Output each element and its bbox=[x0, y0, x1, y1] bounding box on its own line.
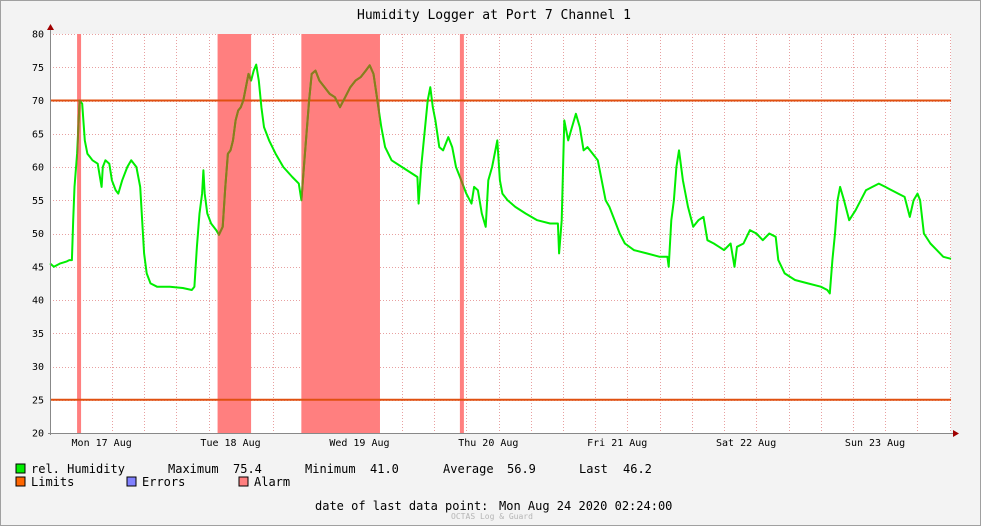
y-tick-label: 40 bbox=[32, 296, 44, 307]
stat-average-label: Average bbox=[443, 462, 494, 476]
legend-alarm-label: Alarm bbox=[254, 475, 290, 489]
y-tick-label: 35 bbox=[32, 329, 44, 340]
stat-maximum-value: 75.4 bbox=[233, 462, 262, 476]
credit-text: OCTAS Log & Guard bbox=[451, 512, 533, 521]
stat-average-value: 56.9 bbox=[507, 462, 536, 476]
legend-alarm-swatch bbox=[238, 476, 249, 487]
legend-limits-swatch bbox=[15, 476, 26, 487]
stat-last-value: 46.2 bbox=[623, 462, 652, 476]
y-tick-label: 25 bbox=[32, 395, 44, 406]
alarm-band-1 bbox=[217, 34, 252, 433]
y-tick-label: 45 bbox=[32, 262, 44, 273]
footer: date of last data point: Mon Aug 24 2020… bbox=[315, 499, 672, 513]
stat-last-label: Last bbox=[579, 462, 608, 476]
last-point-value: Mon Aug 24 2020 02:24:00 bbox=[499, 499, 672, 513]
x-tick-label: Mon 17 Aug bbox=[72, 438, 132, 449]
legend-humidity-swatch bbox=[15, 463, 26, 474]
last-point-label: date of last data point: bbox=[315, 499, 488, 513]
alarm-band-0 bbox=[77, 34, 82, 433]
x-tick-labels: Mon 17 Aug Tue 18 Aug Wed 19 Aug Thu 20 Aug… bbox=[72, 438, 906, 449]
x-tick-label: Sat 22 Aug bbox=[716, 438, 776, 449]
x-tick-label: Tue 18 Aug bbox=[200, 438, 260, 449]
y-tick-label: 80 bbox=[32, 30, 44, 41]
stat-maximum-label: Maximum bbox=[168, 462, 219, 476]
y-tick-label: 65 bbox=[32, 129, 44, 140]
series-lines bbox=[49, 63, 952, 295]
x-axis-arrow bbox=[953, 430, 959, 437]
alarm-band-2 bbox=[301, 34, 380, 433]
y-tick-labels: 20 25 30 35 40 45 50 55 60 65 70 75 80 bbox=[32, 30, 44, 440]
axes bbox=[47, 24, 959, 437]
stat-minimum-label: Minimum bbox=[305, 462, 356, 476]
y-tick-label: 70 bbox=[32, 96, 44, 107]
legend-errors-label: Errors bbox=[142, 475, 185, 489]
y-tick-label: 55 bbox=[32, 196, 44, 207]
stat-minimum-value: 41.0 bbox=[370, 462, 399, 476]
y-tick-label: 50 bbox=[32, 229, 44, 240]
x-tick-label: Fri 21 Aug bbox=[587, 438, 647, 449]
x-tick-label: Thu 20 Aug bbox=[458, 438, 518, 449]
y-tick-label: 75 bbox=[32, 63, 44, 74]
chart-title: Humidity Logger at Port 7 Channel 1 bbox=[357, 8, 631, 23]
limit-lines bbox=[50, 99, 951, 401]
x-tick-label: Wed 19 Aug bbox=[329, 438, 389, 449]
alarm-band-3 bbox=[459, 34, 464, 433]
legend: rel. Humidity Maximum 75.4 Minimum 41.0 … bbox=[15, 462, 652, 489]
legend-errors-swatch bbox=[126, 476, 137, 487]
legend-limits-label: Limits bbox=[31, 475, 74, 489]
x-tick-label: Sun 23 Aug bbox=[845, 438, 905, 449]
legend-humidity-label: rel. Humidity bbox=[31, 462, 125, 476]
plot-area bbox=[50, 34, 951, 433]
y-axis-arrow bbox=[47, 24, 54, 30]
series-line-0 bbox=[49, 63, 952, 295]
y-tick-label: 20 bbox=[32, 429, 44, 440]
y-tick-label: 30 bbox=[32, 362, 44, 373]
y-tick-label: 60 bbox=[32, 163, 44, 174]
